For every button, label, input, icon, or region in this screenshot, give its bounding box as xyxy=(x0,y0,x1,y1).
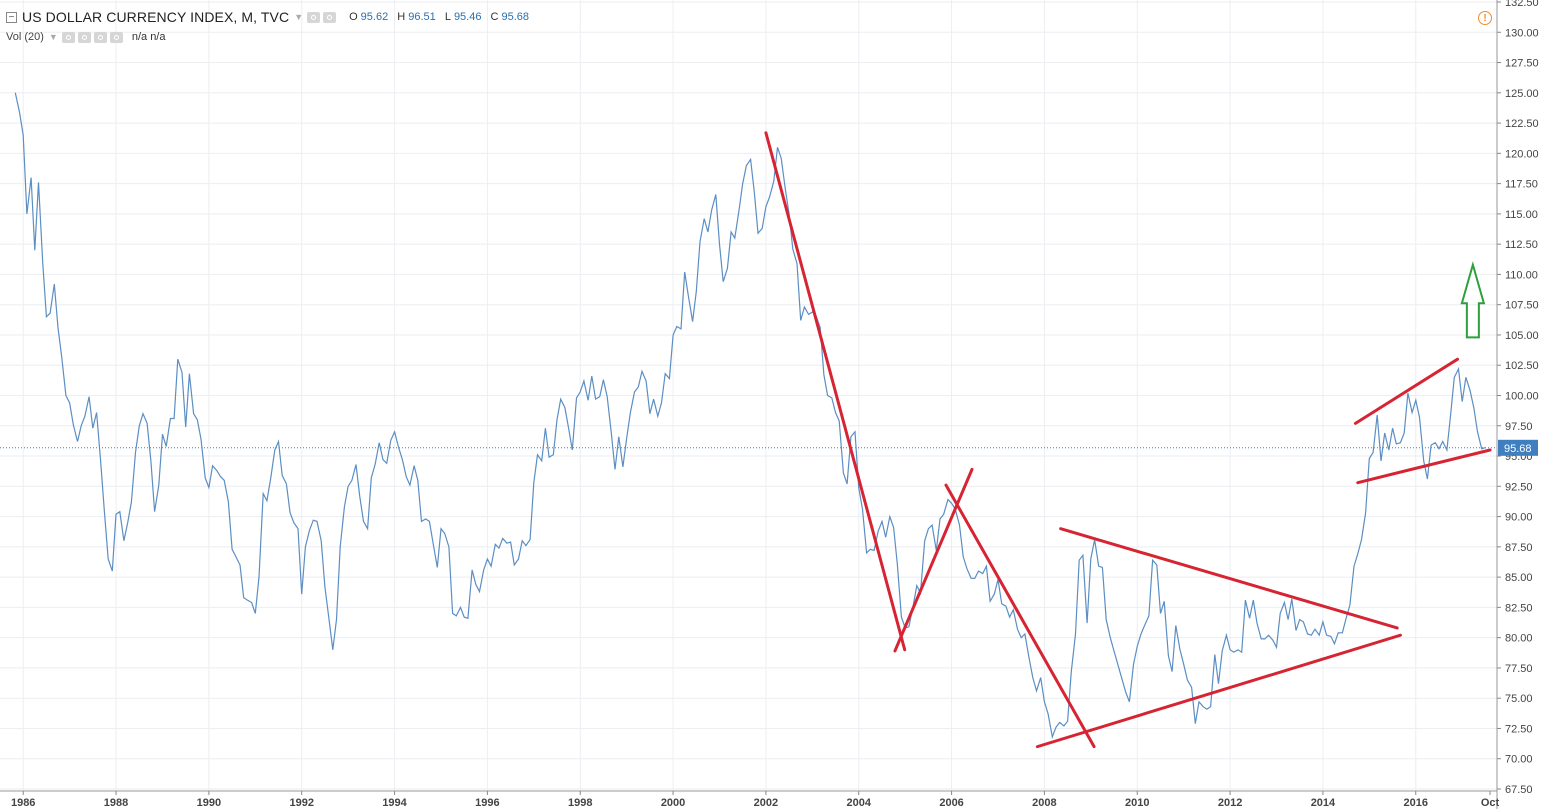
grid-lines xyxy=(0,0,1497,791)
y-tick-label: 87.50 xyxy=(1505,542,1533,554)
x-tick-label: 2012 xyxy=(1218,797,1242,809)
trendline-drawings[interactable] xyxy=(764,131,1492,749)
y-tick-label: 72.50 xyxy=(1505,723,1533,735)
x-tick-label: 1986 xyxy=(11,797,35,809)
open-value: 95.62 xyxy=(360,11,389,23)
high-key: H xyxy=(397,11,406,23)
ohlc-values: O 95.62 H 96.51 L 95.46 C 95.68 xyxy=(349,11,535,23)
x-tick-label: 1996 xyxy=(475,797,499,809)
x-tick-label: 1992 xyxy=(289,797,313,809)
y-tick-label: 127.50 xyxy=(1505,58,1539,70)
y-tick-label: 85.00 xyxy=(1505,572,1533,584)
trendline[interactable] xyxy=(764,131,907,652)
time-axis[interactable]: 1986 1988 1990 1992 1994 1996 1998 2000 2002 2004… xyxy=(11,791,1500,809)
y-tick-label: 110.00 xyxy=(1505,269,1538,281)
y-tick-label: 92.50 xyxy=(1505,481,1533,493)
y-tick-label: 117.50 xyxy=(1505,179,1538,191)
x-tick-label: 2006 xyxy=(939,797,963,809)
x-tick-label: 1990 xyxy=(197,797,221,809)
low-value: 95.46 xyxy=(453,11,482,23)
y-tick-label: 132.50 xyxy=(1505,0,1539,9)
y-tick-label: 120.00 xyxy=(1505,148,1539,160)
y-tick-label: 75.00 xyxy=(1505,693,1533,705)
y-tick-label: 100.00 xyxy=(1505,391,1539,403)
trendline[interactable] xyxy=(1035,633,1402,749)
y-tick-label: 90.00 xyxy=(1505,512,1533,524)
y-tick-label: 77.50 xyxy=(1505,663,1533,675)
y-tick-label: 82.50 xyxy=(1505,602,1533,614)
open-key: O xyxy=(349,11,358,23)
y-tick-label: 112.50 xyxy=(1505,239,1538,251)
collapse-toggle[interactable]: − xyxy=(6,11,17,23)
gear-icon[interactable] xyxy=(77,31,91,43)
close-key: C xyxy=(490,11,499,23)
close-icon[interactable] xyxy=(109,31,123,43)
gear-icon[interactable] xyxy=(323,11,337,23)
current-price-tag-bg xyxy=(1498,439,1538,456)
price-axis[interactable]: 132.50 130.00 127.50 125.00 122.50 120.00 117.… xyxy=(1497,0,1539,796)
volume-values: n/a n/a xyxy=(131,31,166,43)
volume-study-label[interactable]: Vol (20) xyxy=(6,31,44,43)
current-price-tag-label: 95.68 xyxy=(1504,443,1532,455)
x-tick-label: 2014 xyxy=(1311,797,1336,809)
x-tick-label: 1988 xyxy=(104,797,128,809)
price-series-line xyxy=(14,92,1486,740)
x-tick-label: 1994 xyxy=(382,797,407,809)
y-tick-label: 130.00 xyxy=(1505,27,1539,39)
y-tick-label: 67.50 xyxy=(1505,784,1533,796)
x-tick-label: 1998 xyxy=(568,797,592,809)
x-tick-label: 2000 xyxy=(661,797,685,809)
series-legend: − US DOLLAR CURRENCY INDEX, M, TVC ▼ O 95… xyxy=(6,9,535,25)
trendline[interactable] xyxy=(944,483,1096,749)
volume-legend: Vol (20) ▼ n/a n/a xyxy=(6,31,165,43)
x-tick-label: 2016 xyxy=(1404,797,1428,809)
trendline[interactable] xyxy=(1353,357,1460,425)
x-tick-label: 2010 xyxy=(1125,797,1149,809)
y-tick-label: 105.00 xyxy=(1505,330,1539,342)
up-arrow-drawing[interactable] xyxy=(1460,261,1486,339)
y-tick-label: 122.50 xyxy=(1505,118,1539,130)
warning-icon[interactable]: ! xyxy=(1478,11,1492,25)
y-tick-label: 102.50 xyxy=(1505,360,1539,372)
x-tick-label: 2008 xyxy=(1032,797,1056,809)
trendline[interactable] xyxy=(1059,527,1399,630)
add-icon[interactable] xyxy=(93,31,107,43)
eye-icon[interactable] xyxy=(61,31,75,43)
close-value: 95.68 xyxy=(501,11,530,23)
trendline[interactable] xyxy=(893,467,974,653)
current-price-tag: 95.68 xyxy=(1498,439,1538,456)
high-value: 96.51 xyxy=(408,11,436,23)
y-tick-label: 115.00 xyxy=(1505,209,1538,221)
y-tick-label: 70.00 xyxy=(1505,754,1533,766)
y-tick-label: 97.50 xyxy=(1505,421,1533,433)
y-tick-label: 125.00 xyxy=(1505,88,1539,100)
x-tick-label: Oct xyxy=(1481,797,1500,809)
eye-icon[interactable] xyxy=(307,11,321,23)
symbol-title[interactable]: US DOLLAR CURRENCY INDEX, M, TVC xyxy=(22,9,290,25)
x-tick-label: 2002 xyxy=(754,797,778,809)
low-key: L xyxy=(444,11,451,23)
chevron-down-icon[interactable]: ▼ xyxy=(294,12,304,22)
y-tick-label: 107.50 xyxy=(1505,300,1539,312)
y-tick-label: 80.00 xyxy=(1505,633,1533,645)
trendline[interactable] xyxy=(1356,448,1492,485)
x-tick-label: 2004 xyxy=(847,797,872,809)
chevron-down-icon[interactable]: ▼ xyxy=(48,32,58,42)
